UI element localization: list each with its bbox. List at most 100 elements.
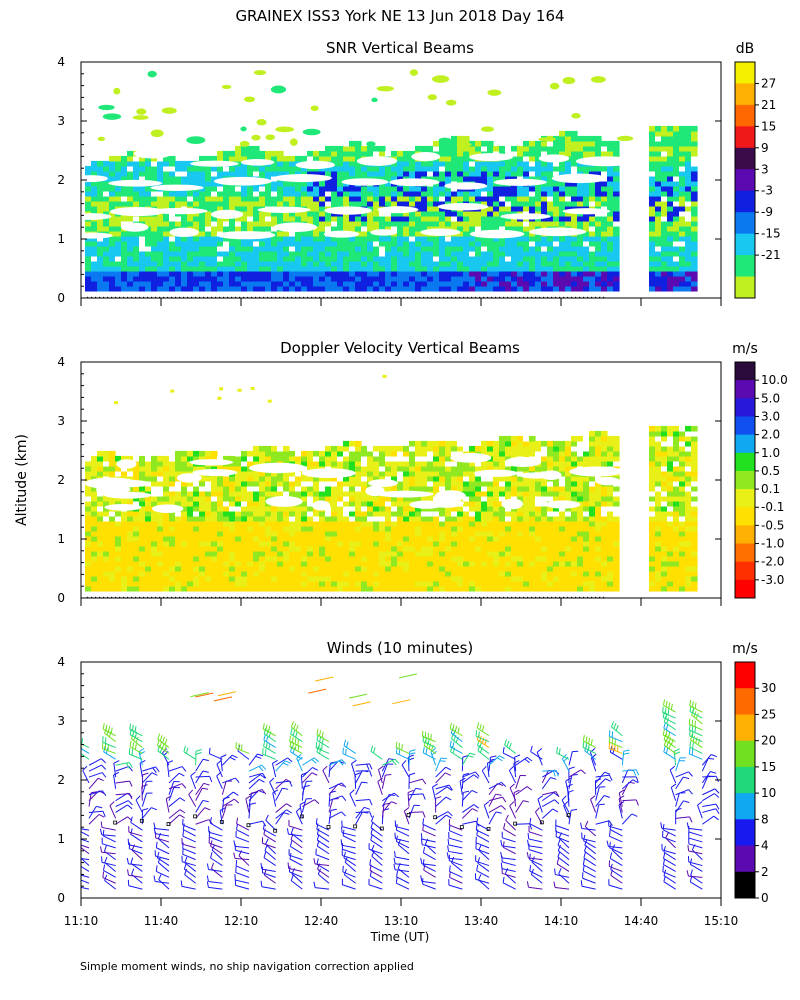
doppler-cell [121, 520, 128, 527]
snr-cell [253, 250, 260, 257]
snr-cell [649, 180, 656, 187]
snr-cell [385, 200, 392, 207]
doppler-cell [421, 570, 428, 577]
snr-cell [445, 245, 452, 252]
snr-cell [445, 150, 452, 157]
doppler-cell [181, 530, 188, 537]
doppler-cell [409, 510, 416, 517]
doppler-cell [175, 515, 182, 522]
snr-cell [559, 130, 566, 137]
doppler-cell [151, 580, 158, 587]
doppler-cell [307, 555, 314, 562]
snr-cell [127, 190, 134, 197]
snr-cell [589, 285, 596, 292]
doppler-cell [433, 485, 440, 492]
doppler-cell [85, 510, 92, 517]
snr-cell [451, 160, 458, 167]
doppler-cell [247, 460, 254, 467]
snr-cell [607, 145, 614, 152]
doppler-cell [397, 470, 404, 477]
snr-cell [229, 245, 236, 252]
snr-cell [163, 240, 170, 247]
snr-cell [397, 235, 404, 242]
snr-patch [376, 85, 395, 92]
snr-cell [499, 275, 506, 282]
doppler-cell [421, 445, 428, 452]
snr-cell [391, 240, 398, 247]
doppler-cell [247, 530, 254, 537]
doppler-cell [229, 510, 236, 517]
snr-cell [301, 270, 308, 277]
doppler-cell [229, 535, 236, 542]
snr-cell [391, 150, 398, 157]
snr-cell [571, 195, 578, 202]
doppler-cell [271, 545, 278, 552]
snr-baseline-dot [383, 296, 385, 298]
snr-cell [391, 250, 398, 257]
snr-cell [193, 250, 200, 257]
snr-cell [481, 170, 488, 177]
doppler-cell [367, 555, 374, 562]
snr-cell [133, 270, 140, 277]
snr-cell [655, 190, 662, 197]
doppler-cell [433, 510, 440, 517]
doppler-cell [229, 530, 236, 537]
snr-patch [270, 85, 287, 94]
colorbar-swatch [735, 233, 755, 256]
snr-cell [175, 260, 182, 267]
doppler-cell [301, 495, 308, 502]
doppler-cell [247, 560, 254, 567]
snr-cell [691, 230, 698, 237]
doppler-cell [319, 485, 326, 492]
snr-baseline-dot [395, 296, 397, 298]
snr-cell [487, 165, 494, 172]
doppler-cell [181, 545, 188, 552]
doppler-cell [445, 505, 452, 512]
snr-cell [457, 270, 464, 277]
doppler-cell [91, 570, 98, 577]
snr-cell [457, 215, 464, 222]
snr-cell [127, 250, 134, 257]
doppler-cell [415, 585, 422, 592]
snr-cell [463, 145, 470, 152]
doppler-cell [337, 555, 344, 562]
snr-cell [115, 225, 122, 232]
snr-cell [277, 285, 284, 292]
snr-cell [655, 150, 662, 157]
snr-cell [415, 285, 422, 292]
doppler-cell [259, 535, 266, 542]
doppler-cell [145, 555, 152, 562]
snr-cell [607, 265, 614, 272]
snr-cell [553, 135, 560, 142]
doppler-cell [199, 525, 206, 532]
snr-cell [121, 185, 128, 192]
snr-cell [541, 170, 548, 177]
snr-cell [457, 155, 464, 162]
doppler-cell [373, 535, 380, 542]
snr-cell [427, 160, 434, 167]
snr-cell [547, 195, 554, 202]
doppler-cell [319, 580, 326, 587]
doppler-cell [427, 570, 434, 577]
doppler-cell [289, 490, 296, 497]
snr-cell [337, 155, 344, 162]
snr-cell [277, 195, 284, 202]
snr-cell [313, 215, 320, 222]
snr-cell [595, 285, 602, 292]
doppler-cell [175, 510, 182, 517]
doppler-cell [349, 475, 356, 482]
snr-cell [367, 185, 374, 192]
snr-baseline-dot [119, 296, 121, 298]
snr-cell [97, 170, 104, 177]
snr-cell [391, 200, 398, 207]
snr-cell [607, 260, 614, 267]
snr-cell [313, 250, 320, 257]
snr-cell [193, 220, 200, 227]
doppler-cell [367, 545, 374, 552]
snr-cell [535, 195, 542, 202]
snr-cell [127, 170, 134, 177]
doppler-cell [295, 575, 302, 582]
snr-cell [661, 200, 668, 207]
doppler-cell [379, 445, 386, 452]
doppler-cell [175, 545, 182, 552]
